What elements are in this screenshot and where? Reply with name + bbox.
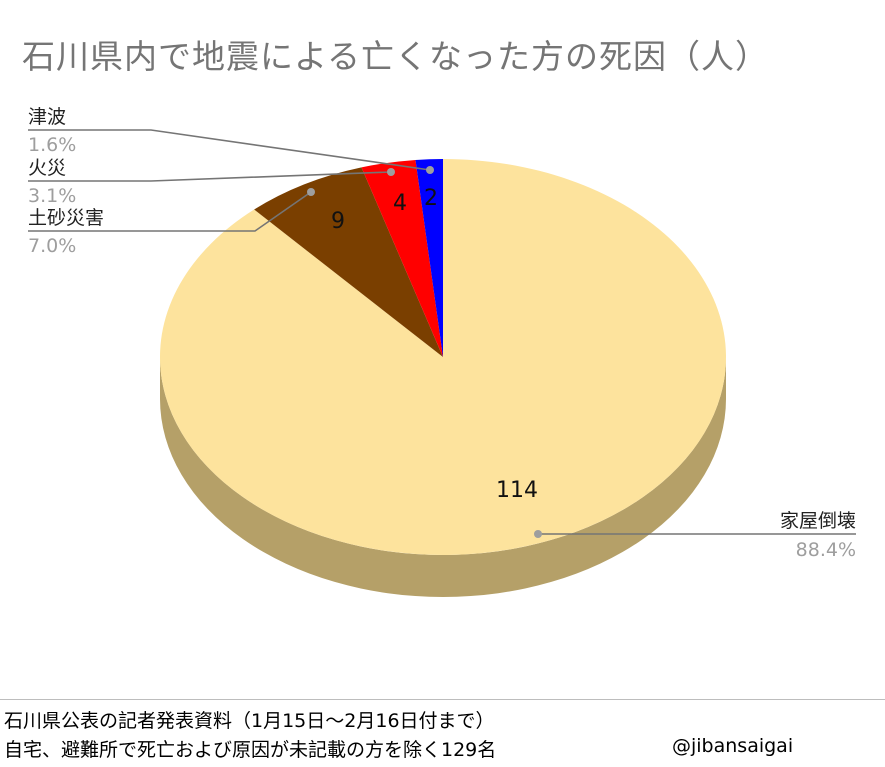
percent-label: 3.1% (28, 185, 76, 207)
leader-dot (426, 166, 434, 174)
leader-line (28, 129, 431, 171)
footer-source-note: 石川県公表の記者発表資料（1月15日〜2月16日付まで） (4, 710, 495, 732)
footer-handle: @jibansaigai (672, 735, 794, 757)
pie-side-layer (160, 357, 726, 597)
category-label: 家屋倒壊 (780, 510, 856, 532)
category-label: 土砂災害 (28, 207, 104, 229)
pie-top-layer (160, 159, 726, 555)
leader-line (28, 171, 392, 182)
chart-title: 石川県内で地震による亡くなった方の死因（人） (22, 37, 770, 76)
pie-slice-2[interactable] (361, 159, 443, 357)
percent-label: 7.0% (28, 235, 76, 257)
footer-divider (0, 699, 885, 700)
slice-value-label: 2 (424, 186, 438, 211)
label-layer: 114 9 4 2 家屋倒壊 88.4% 土砂災害 7.0% 火災 3.1% 津波 1.6% (28, 106, 856, 561)
leader-dot (387, 168, 395, 176)
category-label: 津波 (28, 106, 66, 128)
footer-exclusion-note: 自宅、避難所で死亡および原因が未記載の方を除く129名 (4, 739, 497, 761)
slice-value-label: 114 (496, 478, 538, 503)
slice-value-label: 9 (331, 209, 345, 234)
leader-line-layer (28, 129, 856, 538)
pie-chart: 114 9 4 2 家屋倒壊 88.4% 土砂災害 7.0% 火災 3.1% 津波 1.6% (28, 106, 856, 597)
pie-side-0 (160, 357, 726, 597)
pie-slice-3[interactable] (415, 159, 443, 357)
slice-value-label: 4 (393, 191, 407, 216)
category-label: 火災 (28, 157, 66, 179)
leader-line (28, 191, 312, 232)
leader-dot (534, 530, 542, 538)
pie-slice-1[interactable] (254, 167, 443, 357)
leader-dot (307, 188, 315, 196)
percent-label: 88.4% (796, 539, 856, 561)
percent-label: 1.6% (28, 134, 76, 156)
